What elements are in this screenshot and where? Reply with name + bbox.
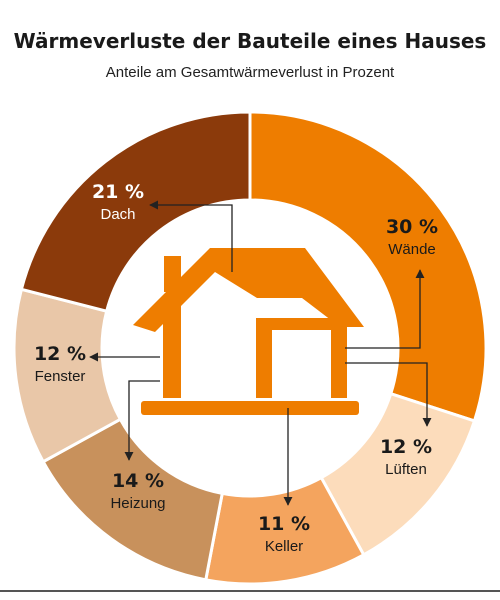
house-base-slab — [141, 401, 359, 415]
value-label-keller: 11 % — [258, 513, 310, 535]
slice-dach — [19, 110, 252, 314]
chart-title: Wärmeverluste der Bauteile eines Hauses — [14, 29, 487, 53]
category-label-waende: Wände — [388, 241, 436, 258]
value-label-dach: 21 % — [92, 181, 144, 203]
leader-lueften — [345, 362, 432, 427]
house-wall-left — [163, 300, 181, 398]
house-wall-right — [331, 322, 347, 398]
leader-dach — [149, 200, 233, 272]
slice-labels: 30 % Wände 12 % Lüften 11 % Keller 14 % Heizung… — [34, 181, 438, 555]
category-label-keller: Keller — [265, 538, 303, 555]
category-label-lueften: Lüften — [385, 461, 427, 478]
leader-heizung — [124, 380, 160, 461]
slices-group — [12, 110, 488, 586]
house-wall-middle — [256, 322, 272, 398]
category-label-dach: Dach — [100, 206, 135, 223]
chart-subtitle: Anteile am Gesamtwärmeverlust in Prozent — [106, 64, 395, 81]
house-beam — [256, 318, 347, 330]
slice-waende — [248, 110, 488, 423]
value-label-heizung: 14 % — [112, 470, 164, 492]
leader-lines — [89, 200, 432, 506]
leader-waende — [345, 269, 425, 349]
value-label-fenster: 12 % — [34, 343, 86, 365]
value-label-waende: 30 % — [386, 216, 438, 238]
house-roof — [133, 248, 364, 332]
house-chimney — [164, 256, 181, 292]
category-label-heizung: Heizung — [110, 495, 165, 512]
house-icon — [133, 248, 364, 415]
category-label-fenster: Fenster — [35, 368, 86, 385]
value-label-lueften: 12 % — [380, 436, 432, 458]
